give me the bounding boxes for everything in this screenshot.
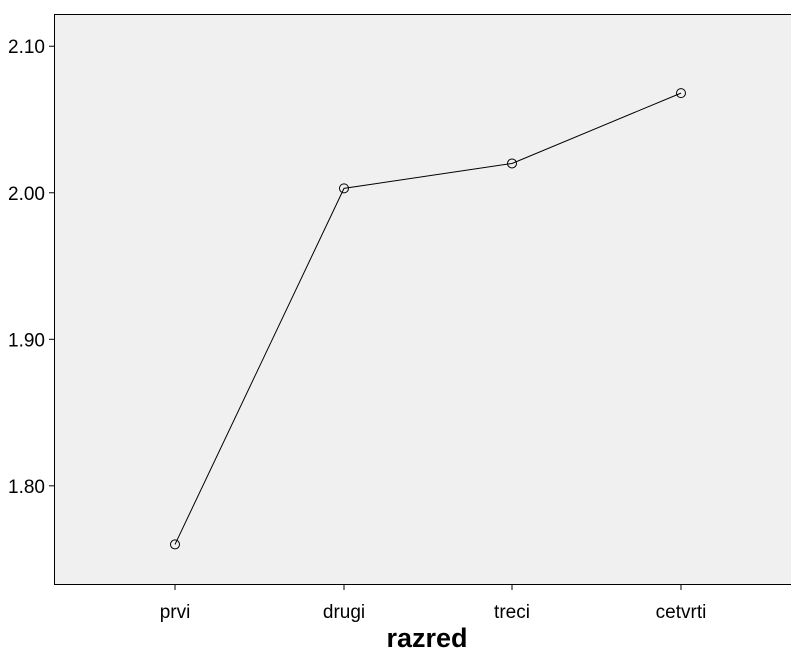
y-tick-label: 1.80 — [8, 477, 45, 498]
y-tick-label: 2.10 — [8, 37, 45, 58]
data-point-marker — [507, 158, 517, 169]
data-point-marker — [676, 88, 686, 99]
x-tick-label: prvi — [160, 602, 191, 623]
plot-area — [54, 14, 791, 584]
series-line — [174, 92, 682, 545]
y-tick-label: 1.90 — [8, 330, 45, 351]
y-axis-ticks: 1.80 1.90 2.00 2.10 — [8, 37, 54, 498]
x-axis-ticks: prvi drugi treci cetvrti — [160, 584, 707, 623]
data-point-marker — [339, 183, 349, 194]
x-tick-label: treci — [494, 602, 530, 623]
x-tick-label: drugi — [323, 602, 365, 623]
series-layer — [170, 88, 686, 550]
y-tick-label: 2.00 — [8, 184, 45, 205]
x-tick-label: cetvrti — [656, 602, 707, 623]
data-point-marker — [170, 539, 180, 550]
x-axis-title: razred — [386, 623, 467, 652]
